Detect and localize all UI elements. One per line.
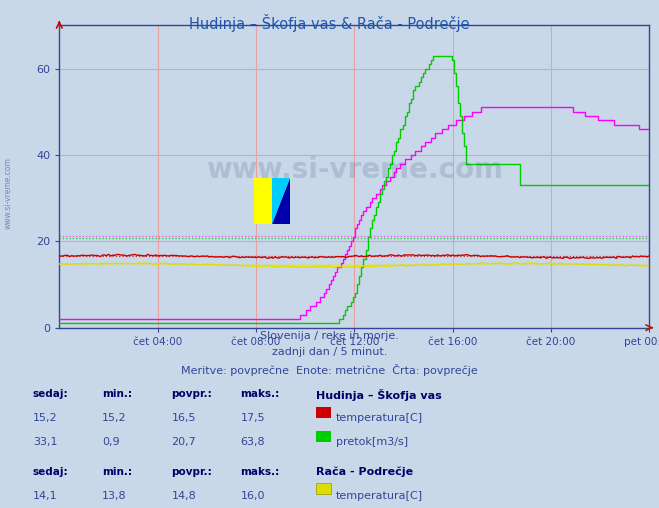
Text: 17,5: 17,5 <box>241 413 265 423</box>
Text: povpr.:: povpr.: <box>171 389 212 399</box>
Text: maks.:: maks.: <box>241 467 280 477</box>
Text: www.si-vreme.com: www.si-vreme.com <box>4 157 13 229</box>
Polygon shape <box>272 178 290 224</box>
Text: 13,8: 13,8 <box>102 491 127 501</box>
Text: Rača - Podrečje: Rača - Podrečje <box>316 467 413 478</box>
Text: 0,9: 0,9 <box>102 437 120 448</box>
Text: temperatura[C]: temperatura[C] <box>336 413 423 423</box>
Text: 14,8: 14,8 <box>171 491 196 501</box>
Text: Meritve: povprečne  Enote: metrične  Črta: povprečje: Meritve: povprečne Enote: metrične Črta:… <box>181 364 478 376</box>
Text: zadnji dan / 5 minut.: zadnji dan / 5 minut. <box>272 347 387 358</box>
Text: Hudinja – Škofja vas & Rača - Podrečje: Hudinja – Škofja vas & Rača - Podrečje <box>189 14 470 32</box>
Text: min.:: min.: <box>102 467 132 477</box>
Text: www.si-vreme.com: www.si-vreme.com <box>206 156 503 184</box>
Text: maks.:: maks.: <box>241 389 280 399</box>
Text: 33,1: 33,1 <box>33 437 57 448</box>
Bar <box>254 178 272 224</box>
Text: 63,8: 63,8 <box>241 437 265 448</box>
Text: 15,2: 15,2 <box>33 413 57 423</box>
Text: 14,1: 14,1 <box>33 491 57 501</box>
Text: min.:: min.: <box>102 389 132 399</box>
Text: pretok[m3/s]: pretok[m3/s] <box>336 437 408 448</box>
Text: sedaj:: sedaj: <box>33 389 69 399</box>
Text: 16,0: 16,0 <box>241 491 265 501</box>
Text: Slovenija / reke in morje.: Slovenija / reke in morje. <box>260 331 399 341</box>
Text: temperatura[C]: temperatura[C] <box>336 491 423 501</box>
Text: povpr.:: povpr.: <box>171 467 212 477</box>
Text: 20,7: 20,7 <box>171 437 196 448</box>
Text: Hudinja – Škofja vas: Hudinja – Škofja vas <box>316 389 442 401</box>
Text: 15,2: 15,2 <box>102 413 127 423</box>
Text: 16,5: 16,5 <box>171 413 196 423</box>
Text: sedaj:: sedaj: <box>33 467 69 477</box>
Polygon shape <box>272 178 290 224</box>
